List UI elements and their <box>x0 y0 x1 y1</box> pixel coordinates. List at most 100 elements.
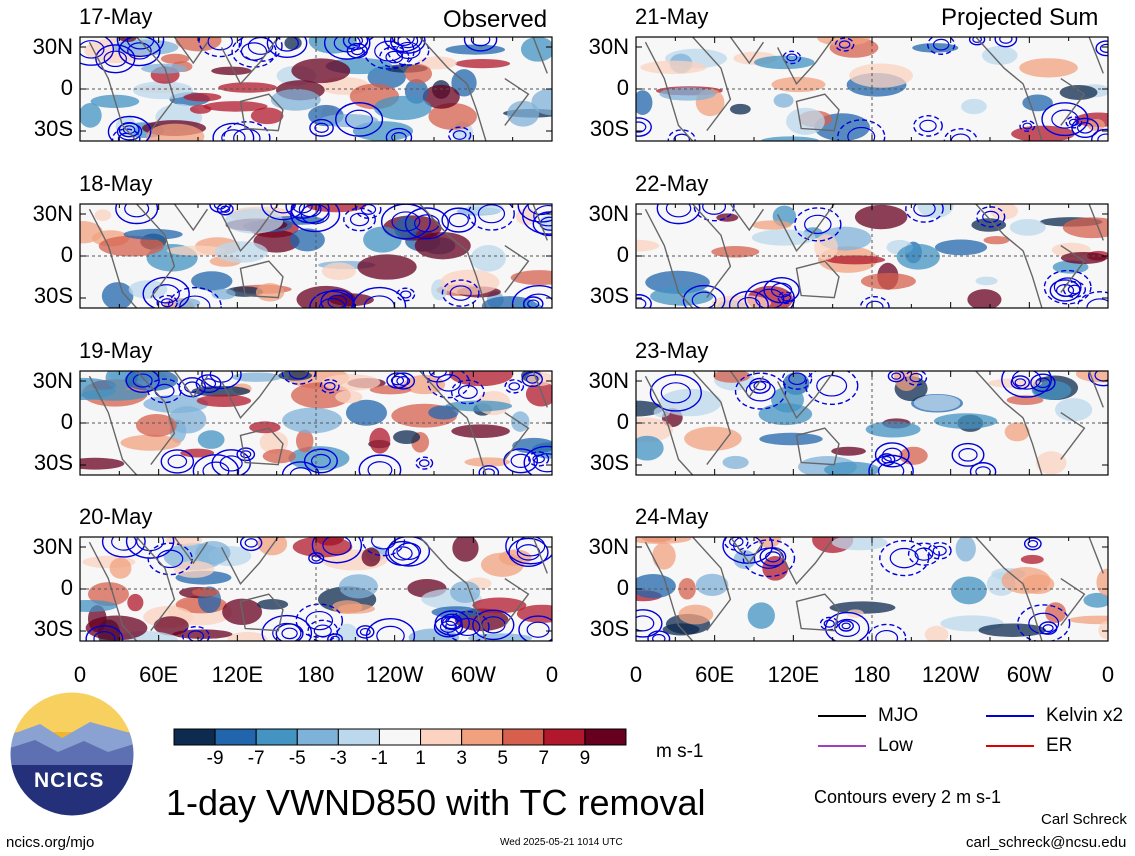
kelvin-contour <box>932 38 950 51</box>
kelvin-contour <box>385 127 413 141</box>
y-tick-label: 30N <box>588 534 629 559</box>
contour-note: Contours every 2 m s-1 <box>814 787 1002 807</box>
kelvin-contour <box>994 37 1018 48</box>
africa-coastline <box>692 371 732 466</box>
observed-column-title: Observed <box>443 6 548 33</box>
wind-anomaly-patch <box>231 372 282 382</box>
wind-anomaly-patch <box>183 92 222 102</box>
north-america-coastline <box>419 537 468 585</box>
kelvin-contour <box>352 286 407 308</box>
wind-anomaly-patch <box>711 246 760 258</box>
map-panel <box>635 370 1109 476</box>
wind-anomaly-patch <box>431 606 481 619</box>
wind-anomaly-patch <box>472 597 527 614</box>
asia-coastline <box>776 537 835 586</box>
kelvin-contour <box>231 37 277 68</box>
kelvin-contour <box>882 447 903 463</box>
wind-anomaly-patch <box>773 93 794 108</box>
kelvin-contour <box>101 537 146 558</box>
kelvin-contour <box>1043 269 1092 305</box>
kelvin-contour <box>907 542 941 566</box>
north-america-coastline <box>975 204 1024 252</box>
kelvin-contour <box>288 371 309 380</box>
kelvin-contour <box>298 204 322 218</box>
europe-coastline <box>532 37 548 74</box>
kelvin-contour <box>823 619 835 628</box>
x-tick-label: 0 <box>545 662 559 687</box>
wind-anomaly-patch <box>259 431 289 454</box>
kelvin-contour <box>107 115 152 141</box>
kelvin-contour <box>649 373 702 412</box>
wind-anomaly-patch <box>507 100 540 127</box>
kelvin-contour <box>1068 118 1079 126</box>
kelvin-contour <box>239 537 263 552</box>
kelvin-contour <box>636 121 647 133</box>
africa-coastline <box>88 208 138 308</box>
kelvin-contour <box>913 115 943 137</box>
wind-anomaly-patch <box>759 432 823 446</box>
wind-anomaly-patch <box>967 289 1002 308</box>
kelvin-contour <box>450 379 485 405</box>
australia-coastline <box>239 593 284 632</box>
colorbar-tick-label: -9 <box>206 748 224 769</box>
wind-anomaly-patch <box>175 37 222 52</box>
kelvin-contour <box>665 204 692 218</box>
kelvin-contour <box>383 37 423 53</box>
south-america-coastline <box>1022 578 1086 641</box>
wind-anomaly-patch <box>218 82 278 93</box>
colorbar-tick-label: -5 <box>288 748 306 769</box>
europe-coastline <box>1088 537 1104 574</box>
map-panel <box>635 203 1109 309</box>
x-tick-label: 120W <box>921 662 980 687</box>
wind-anomaly-patch <box>153 616 189 636</box>
wind-anomaly-patch <box>467 204 504 215</box>
wind-anomaly-patch <box>1001 567 1051 594</box>
kelvin-contour <box>472 609 515 641</box>
kelvin-contour <box>198 37 243 58</box>
kelvin-contour <box>310 453 331 468</box>
australia-coastline <box>795 427 840 466</box>
kelvin-contour <box>346 42 368 59</box>
wind-anomaly-patch <box>166 245 226 256</box>
wind-anomaly-patch <box>934 239 988 256</box>
kelvin-contour <box>723 537 749 551</box>
kelvin-contour <box>1076 122 1094 134</box>
y-tick-label: 30N <box>32 34 73 59</box>
wind-anomaly-patch <box>146 123 205 141</box>
kelvin-contour <box>804 214 832 235</box>
kelvin-contour <box>525 374 539 384</box>
kelvin-contour <box>80 37 115 66</box>
kelvin-contour <box>80 40 105 59</box>
kelvin-contour <box>157 549 184 569</box>
kelvin-contour <box>868 454 914 475</box>
kelvin-contour <box>523 445 552 475</box>
kelvin-contour <box>307 619 339 641</box>
kelvin-contour <box>636 294 652 308</box>
kelvin-contour <box>1010 375 1031 390</box>
map-panel <box>79 36 553 142</box>
kelvin-contour <box>478 465 500 475</box>
kelvin-contour <box>160 449 195 474</box>
colorbar-tick-label: 9 <box>579 748 591 769</box>
wind-anomaly-patch <box>659 87 716 101</box>
australia-coastline <box>795 93 840 132</box>
colorbar-tick-label: -7 <box>247 748 265 769</box>
wind-anomaly-patch <box>191 271 233 291</box>
wind-anomaly-patch <box>860 272 916 290</box>
wind-anomaly-patch <box>452 537 479 562</box>
kelvin-contour <box>523 293 552 308</box>
wind-anomaly-patch <box>1006 395 1044 405</box>
kelvin-contour <box>1022 122 1033 130</box>
kelvin-contour <box>124 204 150 218</box>
kelvin-contour <box>667 129 696 141</box>
kelvin-contour <box>387 37 430 66</box>
kelvin-contour <box>439 620 458 633</box>
europe-coastline <box>532 537 548 574</box>
logo-text: NCICS <box>34 769 105 792</box>
kelvin-contour <box>1019 120 1036 132</box>
kelvin-contour <box>240 450 252 459</box>
wind-anomaly-patch <box>511 411 530 432</box>
kelvin-contour <box>93 631 116 641</box>
india-coastline <box>729 204 765 232</box>
wind-anomaly-patch <box>829 601 896 614</box>
